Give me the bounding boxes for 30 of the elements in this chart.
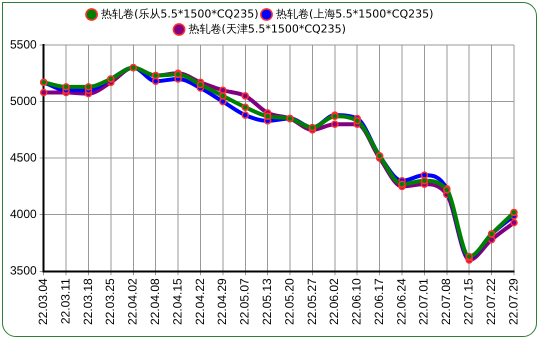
x-tick-label: 22.05.27 xyxy=(304,278,319,326)
x-tick-label: 22.03.11 xyxy=(58,278,72,324)
x-tick-label: 22.04.02 xyxy=(126,278,140,326)
x-tick-label: 22.03.04 xyxy=(36,278,50,326)
x-tick-label: 22.05.07 xyxy=(238,278,252,326)
x-tick-label: 22.04.15 xyxy=(170,278,184,326)
y-tick-label: 4000 xyxy=(10,207,38,222)
x-tick-label: 22.07.15 xyxy=(462,278,476,326)
x-tick-label: 22.07.01 xyxy=(416,278,431,326)
x-tick-label: 22.05.20 xyxy=(282,278,296,326)
x-tick-label: 22.06.02 xyxy=(327,278,342,326)
x-tick-label: 22.03.18 xyxy=(80,278,95,326)
y-tick-label: 5000 xyxy=(10,94,38,108)
x-tick-label: 22.07.29 xyxy=(506,278,520,326)
x-tick-label: 22.04.29 xyxy=(215,278,230,326)
x-tick-label: 22.07.22 xyxy=(484,278,498,326)
x-tick-label: 22.06.10 xyxy=(350,278,364,326)
y-tick-label: 4500 xyxy=(10,150,38,164)
x-tick-label: 22.04.08 xyxy=(148,278,162,326)
x-tick-label: 22.06.24 xyxy=(394,278,408,326)
legend-label: 热轧卷(天津5.5*1500*CQ235) xyxy=(188,22,346,36)
x-tick-label: 22.03.25 xyxy=(103,278,118,326)
x-tick-label: 22.05.13 xyxy=(260,278,274,326)
x-tick-label: 22.07.08 xyxy=(439,278,454,326)
y-tick-label: 3500 xyxy=(10,264,38,278)
legend-label: 热轧卷(上海5.5*1500*CQ235) xyxy=(276,7,434,20)
legend-label: 热轧卷(乐从5.5*1500*CQ235) xyxy=(101,7,258,20)
x-tick-label: 22.04.22 xyxy=(192,278,207,326)
y-tick-label: 5500 xyxy=(10,37,38,52)
x-tick-label: 22.06.17 xyxy=(372,278,386,326)
